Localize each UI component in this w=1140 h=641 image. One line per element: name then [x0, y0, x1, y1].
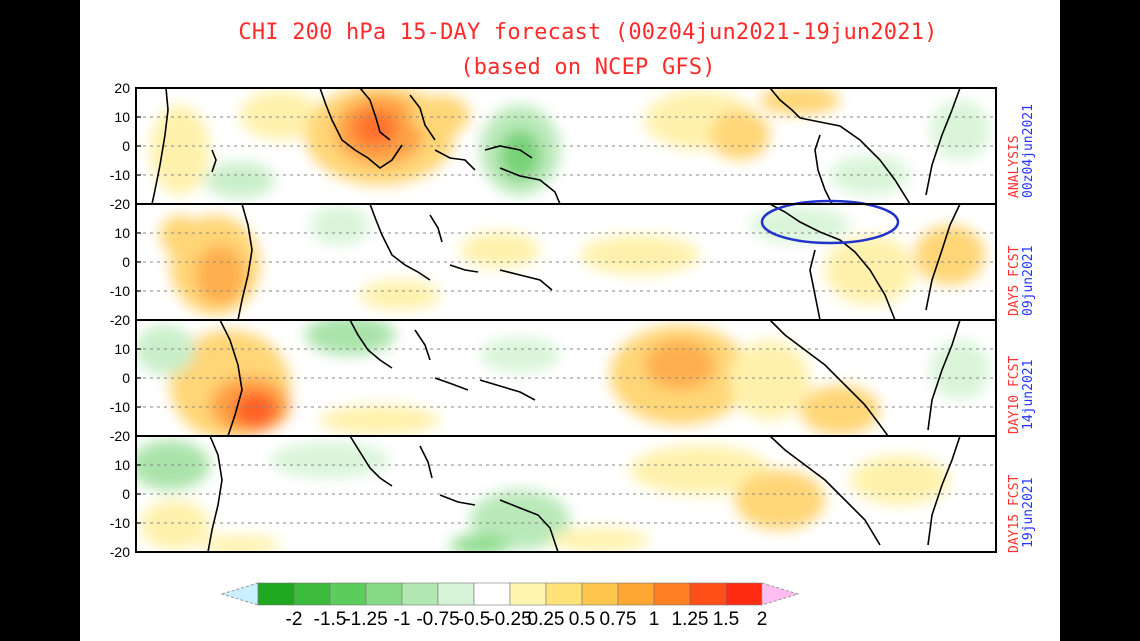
- coastlines-day15: [207, 436, 961, 552]
- colorbar-label: 0.75: [600, 609, 637, 630]
- panel-label-day10-bottom: 14jun2021: [1021, 360, 1036, 430]
- colorbar: -2 -1.5-1.25 -1 -0.75-0.5-0.250.25 0.5 0.75 1 1…: [220, 582, 800, 630]
- colorbar-swatch: [653, 582, 691, 606]
- colorbar-label: -1.5: [314, 609, 347, 630]
- colorbar-swatch: [509, 582, 547, 606]
- gridlines-day10: [136, 348, 996, 408]
- y-tick-label: -10: [110, 399, 130, 415]
- y-axis-ticks: 20 10 0 -10 -20 10 0 -10 -20 10 0 -10 -20 10 0 -10 -20: [110, 80, 141, 560]
- colorbar-label: 1: [649, 609, 660, 630]
- y-tick-label: -10: [110, 283, 130, 299]
- y-tick-label: -10: [110, 167, 130, 183]
- panel-label-day5-top: DAY5 FCST: [1007, 245, 1022, 316]
- colorbar-swatch: [257, 582, 295, 606]
- y-tick-label: -20: [110, 196, 130, 212]
- y-tick-label: 10: [114, 109, 130, 125]
- panel-day10: [135, 319, 997, 437]
- colorbar-swatch: [617, 582, 655, 606]
- title-line-1: CHI 200 hPa 15-DAY forecast (00z04jun202…: [238, 20, 938, 45]
- colorbar-label: -0.25: [488, 609, 531, 630]
- colorbar-swatch: [401, 582, 439, 606]
- colorbar-swatch: [581, 582, 619, 606]
- anomaly-shading-day5: [160, 205, 985, 315]
- colorbar-label: 1.5: [713, 609, 739, 630]
- panel-day5: [135, 199, 997, 321]
- colorbar-label: -1: [394, 609, 411, 630]
- anomaly-shading-analysis: [150, 88, 990, 198]
- anomaly-shading-day15: [136, 440, 950, 552]
- panel-labels: ANALYSIS 00z04jun2021 DAY5 FCST 09jun202…: [1007, 104, 1036, 553]
- colorbar-swatch: [473, 582, 511, 606]
- forecast-figure: CHI 200 hPa 15-DAY forecast (00z04jun202…: [80, 0, 1060, 641]
- panel-label-day5-bottom: 09jun2021: [1021, 246, 1036, 316]
- colorbar-swatch: [329, 582, 367, 606]
- coastlines-day5: [237, 204, 961, 320]
- colorbar-swatch: [293, 582, 331, 606]
- panel-label-day15-bottom: 19jun2021: [1021, 478, 1036, 548]
- y-tick-label: 10: [114, 225, 130, 241]
- y-tick-label: 10: [114, 457, 130, 473]
- y-tick-label: -10: [110, 515, 130, 531]
- colorbar-label: 1.25: [672, 609, 709, 630]
- y-tick-label: 0: [122, 370, 130, 386]
- y-tick-label: 20: [114, 80, 130, 96]
- panel-label-day15-top: DAY15 FCST: [1007, 475, 1022, 553]
- panel-label-analysis-top: ANALYSIS: [1007, 135, 1022, 198]
- y-tick-label: -20: [110, 312, 130, 328]
- panel-label-analysis-bottom: 00z04jun2021: [1021, 104, 1036, 198]
- colorbar-label: 0.5: [569, 609, 595, 630]
- gridlines-day5: [136, 232, 996, 292]
- y-tick-label: 0: [122, 254, 130, 270]
- colorbar-swatch: [725, 582, 763, 606]
- colorbar-label: -1.25: [344, 609, 387, 630]
- gridlines-analysis: [136, 116, 996, 176]
- map-panels: 20 10 0 -10 -20 10 0 -10 -20 10 0 -10 -20 10 0 -10 -20 A…: [110, 80, 1036, 630]
- colorbar-arrow-right: [761, 582, 800, 606]
- colorbar-swatch: [437, 582, 475, 606]
- colorbar-label: 2: [757, 609, 768, 630]
- y-tick-label: 0: [122, 486, 130, 502]
- panel-day15: [135, 435, 997, 553]
- colorbar-swatch: [689, 582, 727, 606]
- y-tick-label: 10: [114, 341, 130, 357]
- panel-label-day10-top: DAY10 FCST: [1007, 356, 1022, 434]
- colorbar-arrow-left: [220, 582, 259, 606]
- colorbar-label: -2: [286, 609, 303, 630]
- colorbar-swatch: [365, 582, 403, 606]
- anomaly-shading-day10: [136, 320, 990, 436]
- colorbar-label: -0.5: [458, 609, 491, 630]
- colorbar-label: -0.75: [416, 609, 459, 630]
- colorbar-swatch: [545, 582, 583, 606]
- highlight-ellipse: [760, 199, 900, 245]
- coastlines-day10: [219, 320, 961, 436]
- coastlines-analysis: [151, 88, 961, 204]
- colorbar-label: 0.25: [528, 609, 565, 630]
- panel-analysis: [135, 87, 997, 205]
- y-tick-label: -20: [110, 428, 130, 444]
- y-tick-label: -20: [110, 544, 130, 560]
- title-line-2: (based on NCEP GFS): [460, 55, 716, 80]
- gridlines-day15: [136, 464, 996, 524]
- y-tick-label: 0: [122, 138, 130, 154]
